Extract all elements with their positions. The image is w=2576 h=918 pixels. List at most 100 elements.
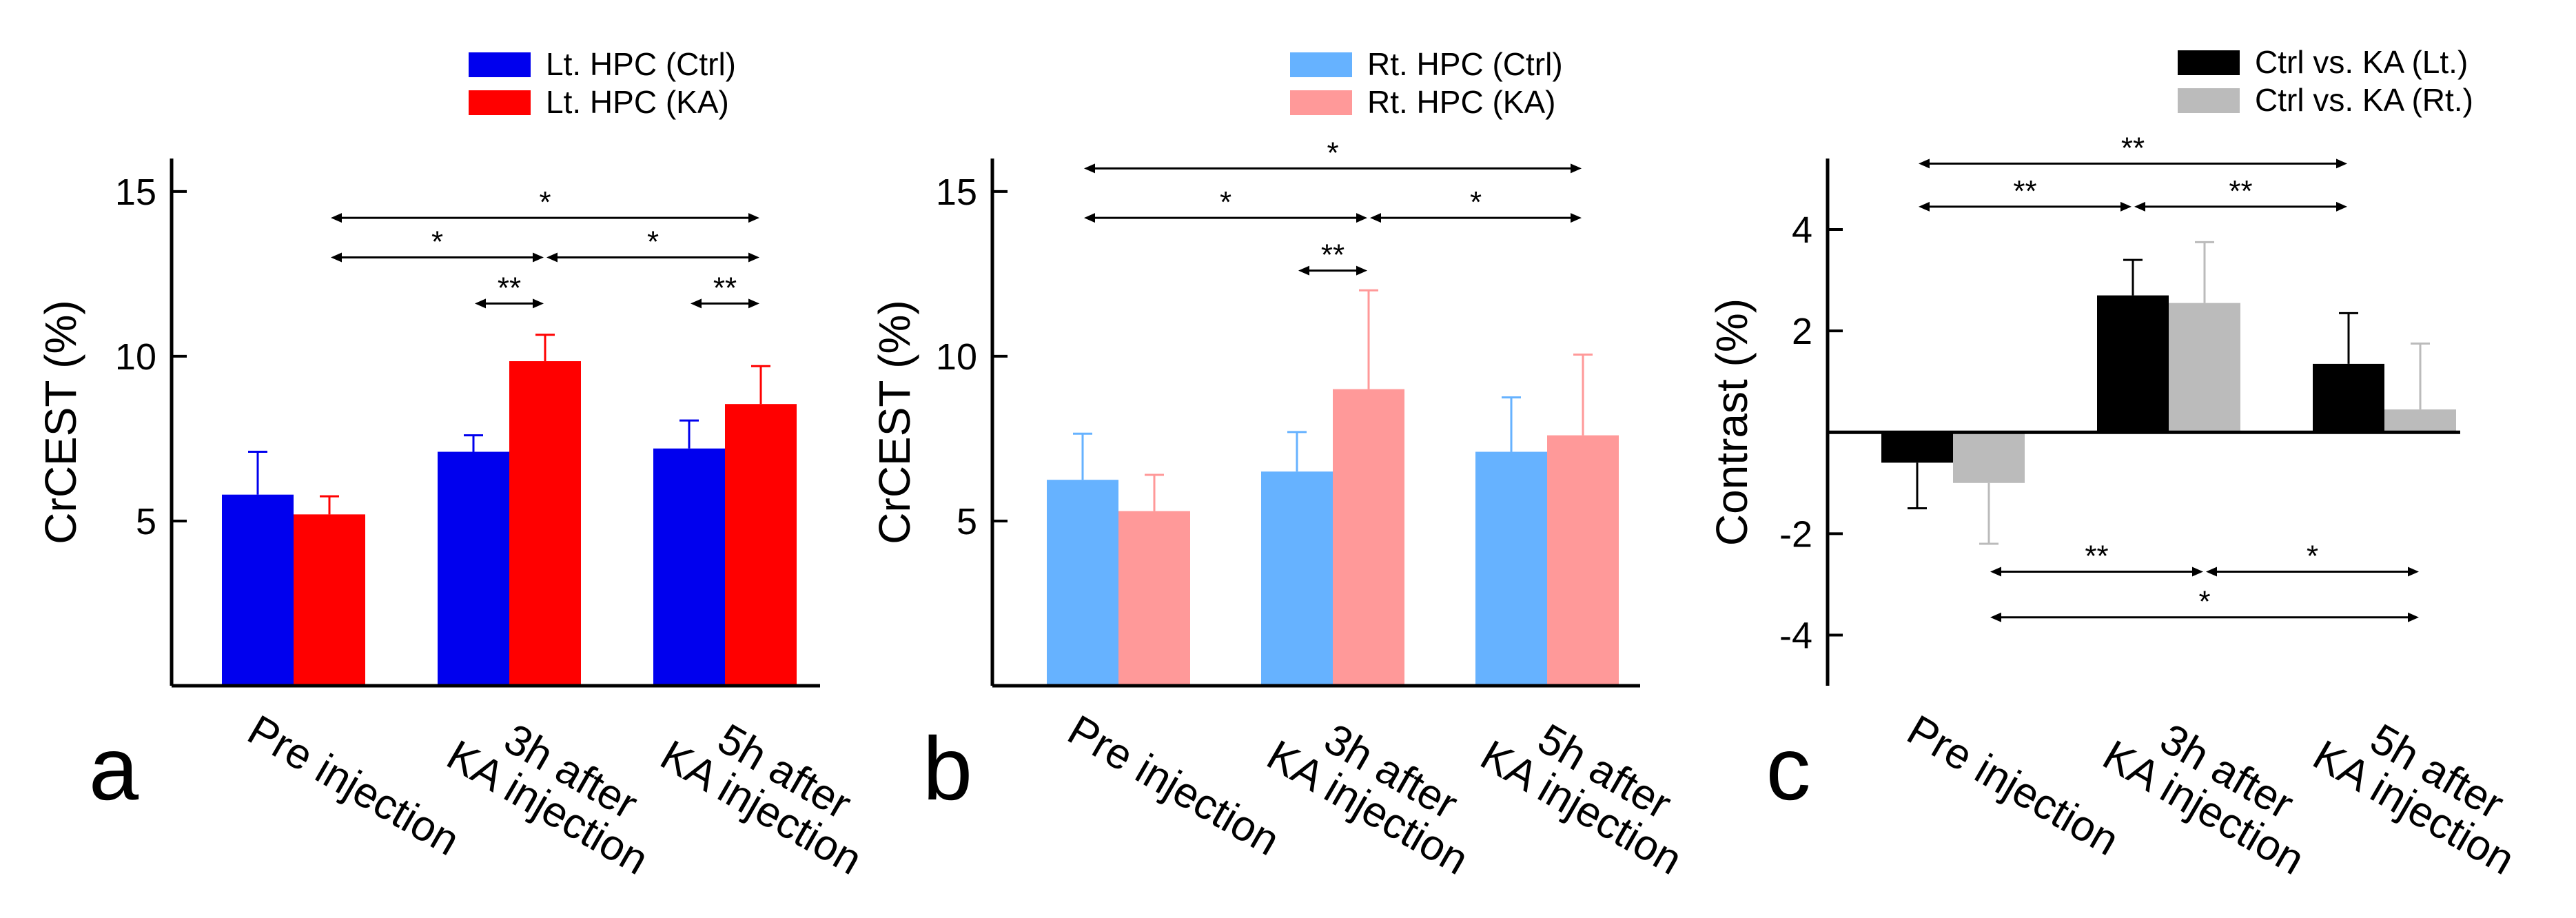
sig-label-c-2: ** <box>2121 131 2145 165</box>
bar-c-s0-c1 <box>2097 295 2169 433</box>
sig-arrow-right-c-1 <box>2336 201 2347 212</box>
sig-arrow-left-a-1 <box>691 298 702 309</box>
ylabel-a: CrCEST (%) <box>36 300 85 544</box>
sig-arrow-right-c-2 <box>2336 159 2347 169</box>
sig-arrow-right-a-4 <box>748 213 759 223</box>
bar-b-s0-c1 <box>1261 471 1333 686</box>
sig-label-b-0: ** <box>1321 238 1345 272</box>
ytick-label-c-2: -2 <box>1779 513 1812 555</box>
bar-b-s0-c0 <box>1047 480 1118 686</box>
ytick-label-b-0: 5 <box>957 501 977 542</box>
category-a-0: Pre injection <box>240 706 467 865</box>
sig-label-a-0: ** <box>498 271 521 305</box>
bar-a-s0-c0 <box>222 494 294 686</box>
sig-arrow-right-b-2 <box>1571 213 1582 223</box>
ytick-label-a-2: 15 <box>115 172 156 213</box>
sig-arrow-right-c-0 <box>2120 201 2132 212</box>
sig-label-c-0: ** <box>2013 174 2036 208</box>
sig-arrow-left-a-2 <box>331 252 342 263</box>
bar-a-s1-c1 <box>509 361 581 686</box>
legend-swatch-b-1 <box>1290 90 1352 115</box>
bar-c-s0-c0 <box>1881 432 1953 463</box>
sig-label-c-5: * <box>2198 585 2210 619</box>
sig-arrow-right-b-3 <box>1571 163 1582 174</box>
sig-label-c-1: ** <box>2229 174 2252 208</box>
sig-label-a-4: * <box>539 185 551 219</box>
sig-label-a-1: ** <box>713 271 737 305</box>
category-line1-c-0: Pre injection <box>1899 706 2127 865</box>
ytick-label-b-1: 10 <box>936 336 977 378</box>
legend-swatch-c-1 <box>2178 88 2240 113</box>
legend-label-c-0: Ctrl vs. KA (Lt.) <box>2255 44 2468 80</box>
sig-arrow-left-c-0 <box>1919 201 1930 212</box>
bar-c-s1-c2 <box>2384 409 2456 433</box>
bar-c-s1-c1 <box>2169 303 2240 433</box>
ytick-label-a-1: 10 <box>115 336 156 378</box>
ytick-label-b-2: 15 <box>936 172 977 213</box>
sig-arrow-right-a-1 <box>748 298 759 309</box>
sig-label-a-3: * <box>647 225 659 258</box>
ylabel-c: Contrast (%) <box>1707 298 1757 546</box>
category-line1-a-0: Pre injection <box>240 706 467 865</box>
sig-label-b-1: * <box>1220 185 1231 219</box>
sig-arrow-left-c-4 <box>2206 567 2217 577</box>
sig-arrow-left-b-2 <box>1370 213 1381 223</box>
sig-label-a-2: * <box>431 225 443 258</box>
sig-arrow-right-a-0 <box>533 298 544 309</box>
sig-arrow-right-c-4 <box>2408 567 2419 577</box>
sig-arrow-right-b-1 <box>1356 213 1367 223</box>
sig-label-c-4: * <box>2307 539 2318 573</box>
legend-label-b-1: Rt. HPC (KA) <box>1367 84 1555 120</box>
ytick-label-c-3: -4 <box>1779 615 1812 656</box>
sig-arrow-right-b-0 <box>1356 265 1367 276</box>
sig-arrow-left-a-0 <box>475 298 486 309</box>
panel-label-b: b <box>923 718 972 819</box>
sig-arrow-right-c-5 <box>2408 612 2419 622</box>
bar-b-s1-c1 <box>1333 389 1404 686</box>
sig-arrow-left-c-5 <box>1990 612 2001 622</box>
legend-label-a-1: Lt. HPC (KA) <box>546 84 729 120</box>
bar-b-s0-c2 <box>1475 451 1547 686</box>
panel-label-a: a <box>89 718 139 819</box>
sig-arrow-right-a-3 <box>748 252 759 263</box>
legend-swatch-a-0 <box>469 52 531 77</box>
legend-label-b-0: Rt. HPC (Ctrl) <box>1367 46 1563 82</box>
panel-label-c: c <box>1766 718 1811 819</box>
bar-b-s1-c2 <box>1547 435 1619 686</box>
sig-arrow-left-b-1 <box>1084 213 1095 223</box>
category-b-0: Pre injection <box>1060 706 1287 865</box>
bar-a-s1-c2 <box>725 404 797 686</box>
category-c-0: Pre injection <box>1899 706 2127 865</box>
panel-c: 4 2 -2 -4 Contrast (%) Pre injection 3h afterK… <box>1707 44 2522 884</box>
bar-b-s1-c0 <box>1118 511 1190 686</box>
legend-label-c-1: Ctrl vs. KA (Rt.) <box>2255 82 2473 118</box>
sig-arrow-left-b-3 <box>1084 163 1095 174</box>
bar-a-s0-c2 <box>653 448 725 686</box>
ylabel-b: CrCEST (%) <box>870 300 919 544</box>
sig-label-b-3: * <box>1327 136 1338 170</box>
sig-arrow-left-b-0 <box>1298 265 1309 276</box>
sig-label-b-2: * <box>1470 185 1482 219</box>
sig-label-c-3: ** <box>2085 539 2108 573</box>
bar-c-s0-c2 <box>2313 363 2384 433</box>
category-line1-b-0: Pre injection <box>1060 706 1287 865</box>
sig-arrow-right-c-3 <box>2192 567 2203 577</box>
sig-arrow-left-a-3 <box>546 252 558 263</box>
ytick-label-a-0: 5 <box>136 501 156 542</box>
sig-arrow-left-a-4 <box>331 213 342 223</box>
sig-arrow-right-a-2 <box>533 252 544 263</box>
legend-swatch-c-0 <box>2178 50 2240 75</box>
bar-a-s0-c1 <box>438 451 509 686</box>
legend-swatch-a-1 <box>469 90 531 115</box>
bar-c-s1-c0 <box>1953 432 2025 483</box>
sig-arrow-left-c-3 <box>1990 567 2001 577</box>
